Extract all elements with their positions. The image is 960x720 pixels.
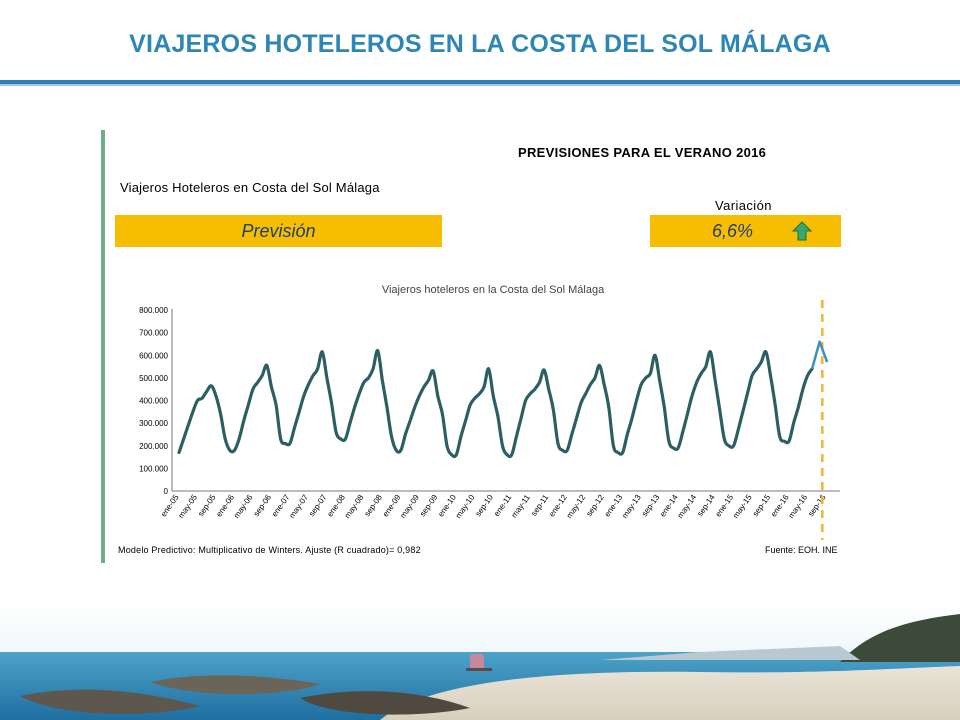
y-tick-label: 300.000 (139, 419, 168, 428)
y-tick-label: 100.000 (139, 464, 168, 473)
x-tick-label: may-12 (565, 493, 588, 520)
series-heading: Viajeros Hoteleros en Costa del Sol Mála… (120, 180, 380, 195)
forecast-label: Previsión (241, 220, 316, 241)
x-tick-label: sep-10 (473, 493, 495, 519)
slide-title: VIAJEROS HOTELEROS EN LA COSTA DEL SOL M… (129, 30, 831, 58)
x-tick-label: may-16 (786, 493, 809, 520)
up-arrow-icon (792, 221, 812, 241)
x-tick-label: may-10 (454, 493, 477, 520)
y-tick-label: 0 (164, 487, 169, 496)
title-divider (0, 80, 960, 86)
x-tick-label: may-08 (343, 493, 366, 520)
x-tick-label: may-09 (398, 493, 421, 520)
panel-accent-bar (101, 130, 105, 563)
chart: Viajeros hoteleros en la Costa del Sol M… (139, 284, 840, 540)
y-tick-label: 400.000 (139, 397, 168, 406)
y-tick-label: 600.000 (139, 351, 168, 360)
forecast-line (810, 340, 829, 370)
beach-photo (0, 600, 960, 720)
variation-value: 6,6% (712, 221, 754, 241)
x-tick-label: sep-16 (806, 493, 828, 519)
x-tick-label: may-06 (232, 493, 255, 520)
variation-box: 6,6% (650, 215, 841, 247)
y-tick-label: 700.000 (139, 329, 168, 338)
x-tick-label: may-07 (287, 493, 310, 520)
forecast-box: Previsión (115, 215, 442, 247)
x-tick-label: may-15 (731, 493, 754, 520)
source-note: Fuente: EOH. INE (765, 545, 838, 555)
x-tick-label: may-11 (510, 493, 533, 520)
y-tick-label: 800.000 (139, 306, 168, 315)
y-axis-ticks: 0 100.000 200.000 300.000 400.000 500.000 600.… (139, 306, 168, 496)
variation-heading: Variación (715, 198, 772, 213)
model-note: Modelo Predictivo: Multiplicativo de Win… (118, 545, 421, 555)
x-tick-label: may-14 (676, 493, 699, 520)
x-axis-ticks: ene-05may-05sep-05ene-06may-06sep-06ene-… (159, 493, 828, 520)
x-tick-label: may-05 (176, 493, 199, 520)
series-line (177, 349, 814, 459)
y-tick-label: 500.000 (139, 374, 168, 383)
x-tick-label: may-13 (620, 493, 643, 520)
forecast-heading: PREVISIONES PARA EL VERANO 2016 (518, 145, 767, 160)
y-tick-label: 200.000 (139, 442, 168, 451)
chart-title: Viajeros hoteleros en la Costa del Sol M… (382, 284, 605, 296)
